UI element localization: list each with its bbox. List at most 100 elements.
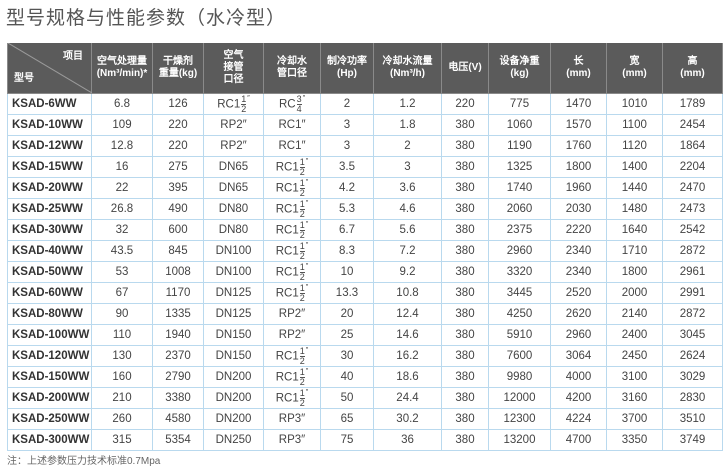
table-cell: RC1 1 2 ″ (263, 177, 321, 199)
table-cell: RP3″ (263, 429, 321, 451)
table-cell: 3 (320, 114, 374, 136)
column-header: 冷却水 管口径 (263, 43, 321, 94)
table-cell: 36 (373, 429, 442, 451)
table-cell: 2140 (606, 303, 663, 325)
table-cell: 3350 (606, 429, 663, 451)
table-cell: 10.8 (373, 282, 442, 304)
table-cell: 1864 (662, 135, 723, 157)
table-cell: 43.5 (91, 240, 153, 262)
header-corner: 项目 型号 (7, 43, 92, 94)
table-cell: RC1 1 2 ″ (263, 282, 321, 304)
table-cell: 380 (441, 387, 489, 409)
table-cell: 2960 (488, 240, 551, 262)
table-cell: 380 (441, 114, 489, 136)
table-cell: 3749 (662, 429, 723, 451)
model-cell: KSAD-10WW (7, 114, 92, 136)
table-cell: RC1 1 2 ″ (263, 387, 321, 409)
table-row: KSAD-10WW 109 220 RP2″ RC1″ 3 1.8 380 1060 1570 11… (7, 114, 723, 136)
table-cell: 315 (91, 429, 153, 451)
table-cell: 2450 (606, 345, 663, 367)
table-cell: 5.6 (373, 219, 442, 241)
table-cell: 2620 (550, 303, 607, 325)
table-cell: 53 (91, 261, 153, 283)
table-cell: 3700 (606, 408, 663, 430)
table-cell: 3160 (606, 387, 663, 409)
table-cell: 110 (91, 324, 153, 346)
table-cell: 2375 (488, 219, 551, 241)
table-cell: RC1 1 2 ″ (203, 93, 264, 115)
table-cell: 2542 (662, 219, 723, 241)
table-cell: RC1 1 2 ″ (263, 219, 321, 241)
table-cell: 220 (152, 135, 204, 157)
table-cell: RP2″ (203, 114, 264, 136)
table-row: KSAD-50WW 53 1008 DN100 RC1 1 2 ″ 10 9.2 380 3320 23… (7, 261, 723, 283)
table-cell: 2400 (606, 324, 663, 346)
table-cell: RC1 1 2 ″ (263, 366, 321, 388)
table-cell: 3380 (152, 387, 204, 409)
table-cell: RC1″ (263, 114, 321, 136)
table-cell: 1940 (152, 324, 204, 346)
table-cell: 1060 (488, 114, 551, 136)
table-row: KSAD-15WW 16 275 DN65 RC1 1 2 ″ 3.5 3 380 1325 1800 1… (7, 156, 723, 178)
table-cell: 2872 (662, 240, 723, 262)
table-cell: 2830 (662, 387, 723, 409)
table-cell: 380 (441, 366, 489, 388)
table-cell: RC1 1 2 ″ (263, 345, 321, 367)
model-cell: KSAD-120WW (7, 345, 92, 367)
table-cell: 8.3 (320, 240, 374, 262)
model-cell: KSAD-12WW (7, 135, 92, 157)
table-cell: 4000 (550, 366, 607, 388)
table-row: KSAD-150WW 160 2790 DN200 RC1 1 2 ″ 40 18.6 380 998… (7, 366, 723, 388)
table-cell: DN80 (203, 219, 264, 241)
table-cell: 3.6 (373, 177, 442, 199)
table-cell: 2030 (550, 198, 607, 220)
table-cell: 1740 (488, 177, 551, 199)
column-header: 宽 (mm) (606, 43, 663, 94)
table-cell: 2454 (662, 114, 723, 136)
table-cell: 12000 (488, 387, 551, 409)
table-cell: 1120 (606, 135, 663, 157)
model-cell: KSAD-15WW (7, 156, 92, 178)
table-cell: 5354 (152, 429, 204, 451)
table-cell: 7600 (488, 345, 551, 367)
table-cell: 32 (91, 219, 153, 241)
table-row: KSAD-25WW 26.8 490 DN80 RC1 1 2 ″ 5.3 4.6 380 2060 2… (7, 198, 723, 220)
table-cell: 380 (441, 282, 489, 304)
table-cell: 1335 (152, 303, 204, 325)
table-cell: DN65 (203, 156, 264, 178)
table-cell: 2370 (152, 345, 204, 367)
table-cell: 1170 (152, 282, 204, 304)
table-cell: 1440 (606, 177, 663, 199)
page-title: 型号规格与性能参数（水冷型） (6, 8, 287, 29)
table-cell: 75 (320, 429, 374, 451)
table-cell: RC1″ (263, 135, 321, 157)
table-cell: 18.6 (373, 366, 442, 388)
model-cell: KSAD-20WW (7, 177, 92, 199)
table-cell: 2204 (662, 156, 723, 178)
table-cell: 1190 (488, 135, 551, 157)
model-cell: KSAD-300WW (7, 429, 92, 451)
table-cell: 2872 (662, 303, 723, 325)
table-cell: 6.7 (320, 219, 374, 241)
table-cell: 7.2 (373, 240, 442, 262)
table-cell: RP2″ (203, 135, 264, 157)
footnote: 注：上述参数压力技术标准0.7Mpa (7, 456, 161, 467)
table-cell: 126 (152, 93, 204, 115)
table-cell: 395 (152, 177, 204, 199)
table-cell: 2470 (662, 177, 723, 199)
table-cell: 2340 (550, 261, 607, 283)
table-cell: 380 (441, 177, 489, 199)
header-model: 型号 (14, 73, 34, 84)
model-cell: KSAD-25WW (7, 198, 92, 220)
table-cell: DN200 (203, 387, 264, 409)
table-cell: 4200 (550, 387, 607, 409)
table-cell: 380 (441, 219, 489, 241)
table-cell: 3045 (662, 324, 723, 346)
table-cell: 65 (320, 408, 374, 430)
table-cell: 14.6 (373, 324, 442, 346)
table-row: KSAD-100WW 110 1940 DN150 RP2″ 25 14.6 380 5910 2… (7, 324, 723, 346)
table-cell: 380 (441, 345, 489, 367)
table-row: KSAD-6WW 6.8 126 RC1 1 2 ″ RC 3 4 ″ 2 1.2 220 775 1470 1… (7, 93, 723, 115)
model-cell: KSAD-100WW (7, 324, 92, 346)
